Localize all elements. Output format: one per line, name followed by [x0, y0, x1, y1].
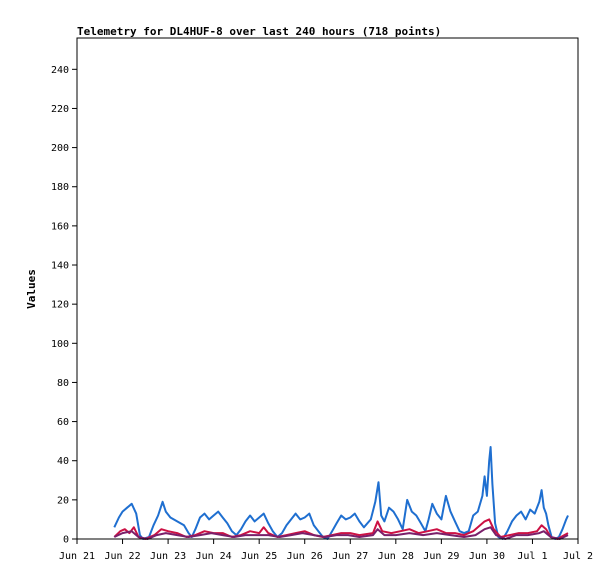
y-axis: 0 20 40 60 80 100 120 140 160 180 200 220 240	[51, 65, 77, 546]
x-tick-label: Jun 25	[241, 551, 277, 562]
y-tick-label: 180	[51, 182, 69, 193]
x-tick-label: Jun 29	[423, 551, 459, 562]
x-tick-label: Jun 24	[196, 551, 232, 562]
y-tick-label: 220	[51, 104, 69, 115]
y-tick-label: 240	[51, 65, 69, 76]
y-tick-label: 120	[51, 300, 69, 311]
x-tick-label: Jul 2	[563, 551, 593, 562]
x-tick-label: Jun 22	[104, 551, 140, 562]
y-tick-label: 200	[51, 143, 69, 154]
plot-frame	[76, 37, 579, 540]
y-tick-label: 0	[63, 535, 69, 546]
x-tick-label: Jul 1	[517, 551, 547, 562]
chart-title: Telemetry for DL4HUF-8 over last 240 hou…	[77, 25, 441, 38]
x-tick-label: Jun 26	[287, 551, 323, 562]
x-tick-label: Jun 21	[59, 551, 95, 562]
y-axis-label: Values	[25, 269, 38, 309]
x-tick-label: Jun 28	[378, 551, 414, 562]
y-tick-label: 140	[51, 261, 69, 272]
series-line-1	[113, 446, 569, 540]
x-tick-label: Jun 30	[469, 551, 505, 562]
y-tick-label: 40	[57, 456, 69, 467]
x-axis: Jun 21 Jun 22 Jun 23 Jun 24 Jun 25 Jun 26 Jun …	[59, 539, 593, 562]
y-tick-label: 20	[57, 495, 69, 506]
series-group	[113, 446, 569, 540]
series-line-3	[113, 526, 569, 540]
y-tick-label: 100	[51, 339, 69, 350]
y-tick-label: 60	[57, 417, 69, 428]
x-tick-label: Jun 23	[150, 551, 186, 562]
y-tick-label: 160	[51, 221, 69, 232]
y-tick-label: 80	[57, 378, 69, 389]
x-tick-label: Jun 27	[332, 551, 368, 562]
